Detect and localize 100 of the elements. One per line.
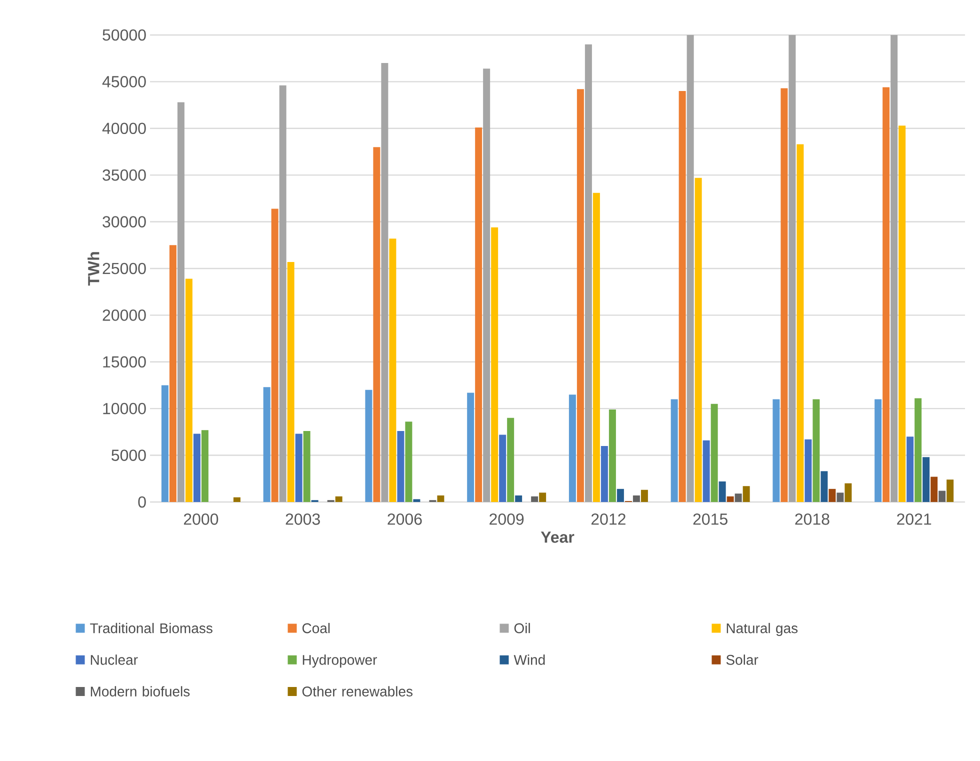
bar <box>335 496 342 502</box>
bar <box>584 44 592 502</box>
bar <box>413 499 420 502</box>
bar <box>742 486 750 502</box>
bar <box>946 480 954 502</box>
bar <box>906 436 914 502</box>
bar <box>405 422 412 502</box>
bar <box>193 434 200 502</box>
bar <box>576 89 584 502</box>
bar <box>568 394 576 502</box>
bar <box>499 434 506 502</box>
y-tick-label: 15000 <box>103 356 146 368</box>
bar <box>539 492 546 502</box>
legend-label: Coal <box>302 622 330 634</box>
bar <box>804 439 812 502</box>
bar <box>531 496 538 502</box>
bar <box>678 91 686 502</box>
bar <box>796 144 804 502</box>
bar <box>467 392 474 502</box>
legend-label: Solar <box>726 654 758 665</box>
bar <box>483 68 490 502</box>
bar <box>271 208 278 502</box>
y-tick-label: 30000 <box>102 216 146 228</box>
legend-label: Oil <box>514 622 530 634</box>
legend-label: Hydropower <box>302 654 377 668</box>
bar <box>788 34 796 502</box>
bar <box>600 446 608 502</box>
x-tick-label: 2000 <box>184 514 218 525</box>
bar <box>592 192 600 502</box>
bar <box>279 85 286 502</box>
bar <box>381 63 388 502</box>
bar <box>233 497 240 502</box>
bar <box>303 431 310 502</box>
y-tick-label: 40000 <box>102 122 146 134</box>
bar <box>820 471 828 502</box>
bar <box>882 87 890 502</box>
x-tick-label: 2003 <box>286 514 320 525</box>
y-tick-label: 10000 <box>103 402 146 414</box>
bar <box>475 127 482 502</box>
bar <box>263 387 270 502</box>
bar <box>507 418 514 502</box>
x-tick-label: 2021 <box>897 514 932 525</box>
bar <box>890 34 898 502</box>
bar <box>930 476 938 502</box>
bar <box>702 440 710 502</box>
x-tick-label: 2006 <box>388 514 422 525</box>
bar <box>491 227 498 502</box>
bar <box>201 430 208 502</box>
x-tick-label: 2009 <box>490 514 524 525</box>
bar <box>836 492 844 502</box>
legend-label: Traditional Biomass <box>90 622 212 634</box>
bar <box>898 126 906 502</box>
bar <box>772 399 780 502</box>
y-tick-label: 45000 <box>102 76 146 88</box>
bar <box>373 147 380 502</box>
y-tick-label: 20000 <box>102 310 146 321</box>
bar <box>726 496 734 502</box>
bar <box>437 495 444 502</box>
bar <box>718 481 726 502</box>
y-tick-label: 50000 <box>102 29 146 41</box>
x-tick-label: 2012 <box>591 514 626 525</box>
legend-label: Modern biofuels <box>90 686 190 696</box>
bar <box>938 490 946 502</box>
bar <box>640 490 648 502</box>
bar <box>914 398 922 502</box>
bar <box>161 385 168 502</box>
bar <box>295 434 302 502</box>
x-tick-label: 2018 <box>795 514 830 525</box>
bar <box>874 399 882 502</box>
bar <box>844 483 852 502</box>
bar <box>922 457 930 502</box>
bar <box>185 278 192 502</box>
legend-label: Wind <box>514 654 545 665</box>
bar <box>710 404 718 502</box>
bar <box>365 390 372 502</box>
bar <box>632 495 640 502</box>
bar <box>694 178 702 502</box>
bar <box>169 245 176 502</box>
y-tick-label: 5000 <box>112 450 146 461</box>
bar <box>686 34 694 502</box>
y-axis-title: TWh <box>88 252 100 286</box>
y-tick-label: 0 <box>138 496 146 508</box>
legend-label: Natural gas <box>726 622 798 636</box>
bar <box>287 262 294 502</box>
bar <box>812 399 820 502</box>
y-tick-label: 35000 <box>102 169 146 181</box>
bar <box>780 88 788 502</box>
bar <box>608 410 616 502</box>
legend-label: Other renewables <box>302 686 413 696</box>
bar <box>515 495 522 502</box>
legend-label: Nuclear <box>90 654 138 665</box>
bar <box>616 488 624 502</box>
x-tick-label: 2015 <box>693 514 728 525</box>
bar <box>397 431 404 502</box>
x-axis-title: Year <box>540 532 574 543</box>
bar <box>828 488 836 502</box>
bar <box>734 494 742 502</box>
y-tick-label: 25000 <box>102 262 146 274</box>
bar <box>177 102 184 502</box>
bar <box>670 399 678 502</box>
